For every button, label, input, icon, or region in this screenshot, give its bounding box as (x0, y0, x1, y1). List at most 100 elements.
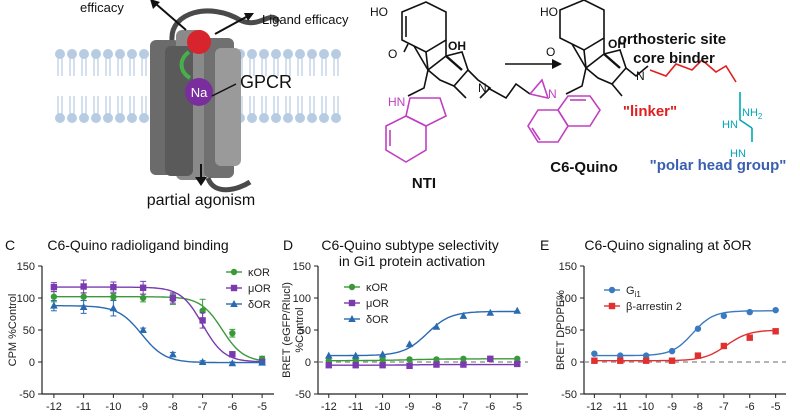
x-tick-label: -8 (693, 401, 703, 413)
data-point (460, 361, 467, 368)
lipid-head (139, 49, 149, 59)
lipid-head (55, 49, 65, 59)
data-point (80, 293, 87, 300)
data-point (198, 358, 207, 365)
y-tick-label: -50 (561, 389, 577, 401)
ligand-efficacy-label: Ligand efficacy (262, 12, 349, 27)
data-point (514, 355, 521, 362)
legend-label-text: δOR (248, 299, 271, 311)
data-point (514, 360, 521, 368)
efficacy-label: efficacy (80, 0, 124, 15)
core-binder-annotation: orthosteric site core binder (618, 31, 731, 67)
partial-agonism-label: partial agonism (147, 192, 256, 209)
gpcr-label: GPCR (240, 72, 292, 92)
data-point (746, 334, 753, 341)
chart-d-plot: -50 0 50 100 150 -12 -11 -10 -9 -8 -7 -6 -5 BRET (eGF… (281, 261, 528, 413)
data-point (139, 284, 147, 291)
x-tick-label: -7 (198, 401, 208, 413)
data-point (591, 357, 598, 364)
x-tick-label: -5 (771, 401, 781, 413)
lipid-head (259, 49, 269, 59)
linker-annotation: "linker" (623, 103, 677, 120)
partial-agonism-arrowhead (195, 177, 207, 186)
lipid-head (271, 49, 281, 59)
data-point (459, 311, 468, 319)
legend-marker (348, 315, 356, 322)
x-tick-label: -9 (138, 401, 148, 413)
chart-c-plot: -50 0 50 100 150 -12 -11 -10 -9 -8 -7 -6 -5 CPM %Cont… (7, 261, 274, 413)
x-tick-label: -10 (105, 401, 121, 413)
data-point (617, 352, 624, 359)
y-tick-label: 100 (293, 293, 311, 305)
lipid-head (115, 49, 125, 59)
data-point (352, 362, 359, 369)
lipid-head (319, 113, 329, 123)
lipid-head (271, 113, 281, 123)
data-point (694, 352, 702, 359)
lipid-head (331, 113, 341, 123)
reaction-arrowhead (552, 59, 562, 69)
legend-marker (230, 284, 238, 292)
series-0 (591, 306, 779, 359)
nti-name: NTI (412, 175, 436, 192)
data-point (720, 312, 728, 320)
panel-d-letter: D (283, 237, 293, 253)
x-tick-label: -5 (257, 401, 267, 413)
legend-label: κOR (248, 267, 270, 279)
data-point (228, 359, 237, 367)
x-tick-label: -5 (512, 401, 522, 413)
x-tick-label: -10 (375, 401, 391, 413)
svg-text:N: N (478, 81, 487, 95)
x-tick-label: -11 (348, 401, 363, 413)
data-point (110, 283, 117, 291)
data-point (50, 293, 58, 300)
data-point (591, 350, 598, 357)
lipid-head (79, 49, 89, 59)
series-0 (325, 355, 521, 364)
x-tick-label: -11 (613, 401, 628, 413)
panel-d: D C6-Quino subtype selectivity in Gi1 pr… (281, 237, 528, 413)
data-point (351, 351, 360, 359)
data-point (487, 355, 494, 362)
y-tick-label: 0 (305, 357, 311, 369)
data-point (460, 355, 467, 362)
data-point (79, 302, 88, 310)
y-tick-label: 50 (23, 325, 35, 337)
data-point (199, 317, 206, 324)
legend-label-sub: i1 (635, 290, 642, 299)
polar-head-annotation: "polar head group" (650, 157, 787, 174)
lipid-head (307, 113, 317, 123)
lipid-head (103, 49, 113, 59)
legend-label-text: κOR (366, 282, 388, 294)
svg-text:N: N (636, 69, 645, 83)
lipid-head (115, 113, 125, 123)
sodium-label: Na (191, 85, 208, 100)
legend-marker (348, 299, 356, 307)
svg-text:O: O (546, 45, 555, 59)
svg-text:HN: HN (722, 119, 738, 131)
lipid-head (139, 113, 149, 123)
svg-text:O: O (388, 47, 397, 61)
c6-quino-head (739, 92, 753, 142)
legend-label: δOR (366, 314, 389, 326)
x-tick-label: -11 (76, 401, 91, 413)
lipid-head (247, 49, 257, 59)
data-point (617, 357, 624, 364)
fit-curve (594, 329, 776, 362)
gpcr-illustration: Na efficacy Ligand efficacy GPCR partial… (55, 0, 349, 209)
data-point (109, 304, 118, 312)
panel-c-title: C6-Quino radioligand binding (47, 237, 228, 253)
panel-c: C C6-Quino radioligand binding -50 0 50 100… (5, 237, 274, 413)
legend-label-text: μOR (248, 283, 271, 295)
y-axis-label: BRET DPDPE% (555, 290, 567, 370)
data-point (433, 361, 440, 368)
lipid-head (127, 49, 137, 59)
x-tick-label: -10 (638, 401, 654, 413)
data-point (80, 283, 87, 290)
lipid-head (319, 49, 329, 59)
nti-structure (401, 1, 550, 100)
c6-quino-linker (649, 58, 737, 83)
c6-quino-quinoline (527, 95, 601, 143)
x-tick-label: -6 (485, 401, 495, 413)
ligand-ball (187, 30, 211, 54)
